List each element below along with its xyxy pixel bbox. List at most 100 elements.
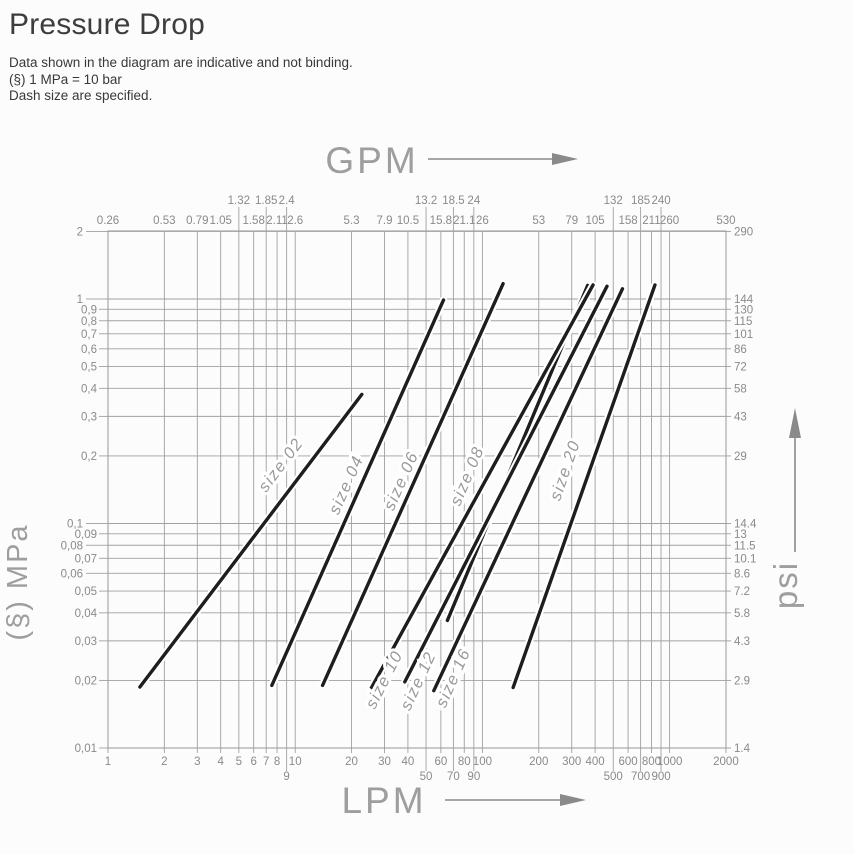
lpm-tick-label: 800 — [642, 756, 661, 768]
note-line: Data shown in the diagram are indicative… — [9, 55, 353, 70]
mpa-axis-title: (§) MPa — [2, 523, 34, 640]
psi-axis-title: psi — [767, 561, 804, 609]
mpa-tick-label: 2 — [77, 226, 83, 238]
mpa-tick-label: 0,3 — [81, 411, 97, 423]
psi-tick-label: 72 — [734, 362, 747, 374]
psi-tick-label: 290 — [734, 226, 753, 238]
lpm-tick-label: 3 — [194, 756, 200, 768]
mpa-tick-label: 0,4 — [81, 383, 98, 395]
mpa-tick-label: 0,02 — [75, 675, 97, 687]
psi-tick-label: 2.9 — [734, 675, 750, 687]
gpm-tick-label: 10.5 — [397, 215, 419, 227]
curve-size-10 — [369, 283, 595, 691]
mpa-tick-label: 0,7 — [81, 329, 97, 341]
axis-title-layer: GPM LPM (§) MPa psi — [2, 140, 804, 821]
lpm-tick-label: 60 — [434, 756, 447, 768]
gpm-tick-label: 158 — [618, 215, 637, 227]
gpm-tick-label: 79 — [565, 215, 578, 227]
lpm-tick-label: 80 — [458, 756, 471, 768]
curve-size-06 — [320, 281, 505, 688]
psi-tick-label: 29 — [734, 451, 747, 463]
psi-tick-label: 11.5 — [734, 540, 756, 552]
mpa-tick-label: 0,2 — [81, 451, 97, 463]
psi-tick-label: 4.3 — [734, 636, 750, 648]
mpa-tick-label: 0,01 — [75, 743, 97, 755]
gpm-tick-label: 18.5 — [442, 195, 464, 207]
curve-size-20 — [511, 283, 657, 690]
tick-label-layer: 1 0.26 2 0.53 3 0.79 4 1.05 5 1.32 6 1.58 7 1.85 8 2.11… — [61, 195, 757, 783]
lpm-tick-label: 900 — [651, 771, 670, 783]
gpm-tick-label: 0.79 — [186, 215, 208, 227]
lpm-tick-label: 4 — [218, 756, 225, 768]
page-title: Pressure Drop — [9, 8, 206, 41]
gpm-tick-label: 211 — [642, 215, 660, 227]
gpm-tick-label: 240 — [651, 195, 670, 207]
lpm-tick-label: 200 — [529, 756, 548, 768]
psi-tick-label: 7.2 — [734, 586, 750, 598]
mpa-tick-label: 0,8 — [81, 316, 97, 328]
psi-tick-label: 1.4 — [734, 743, 751, 755]
psi-tick-label: 13 — [734, 529, 747, 541]
lpm-tick-label: 2000 — [713, 756, 739, 768]
psi-tick-label: 130 — [734, 304, 753, 316]
curve-size-04 — [270, 298, 446, 688]
gpm-tick-label: 2.4 — [279, 195, 296, 207]
grid-layer — [107, 230, 727, 749]
lpm-tick-label: 30 — [378, 756, 391, 768]
gpm-tick-label: 1.85 — [255, 195, 277, 207]
gpm-tick-label: 185 — [631, 195, 650, 207]
psi-tick-label: 43 — [734, 411, 747, 423]
axis-arrow-head — [552, 153, 578, 165]
lpm-tick-label: 5 — [236, 756, 242, 768]
gpm-tick-label: 21.1 — [453, 215, 475, 227]
gpm-tick-label: 26 — [476, 215, 489, 227]
curve-size-02 — [138, 392, 364, 689]
gpm-tick-label: 15.8 — [430, 215, 452, 227]
lpm-tick-label: 300 — [562, 756, 581, 768]
mpa-tick-label: 0,1 — [67, 519, 83, 531]
gpm-tick-label: 2.11 — [266, 215, 288, 227]
psi-tick-label: 14.4 — [734, 519, 757, 531]
mpa-tick-label: 1 — [77, 294, 83, 306]
lpm-tick-label: 20 — [345, 756, 358, 768]
psi-tick-label: 144 — [734, 294, 754, 306]
gpm-tick-label: 0.53 — [153, 215, 175, 227]
gpm-tick-label: 260 — [660, 215, 679, 227]
gpm-tick-label: 5.3 — [344, 215, 360, 227]
gpm-tick-label: 1.05 — [210, 215, 232, 227]
lpm-tick-label: 8 — [274, 756, 280, 768]
lpm-tick-label: 50 — [420, 771, 433, 783]
gpm-tick-label: 53 — [532, 215, 545, 227]
curve-label-size-02: size 02 — [255, 435, 307, 496]
psi-arrow-head — [789, 408, 801, 438]
mpa-tick-label: 0,09 — [75, 529, 97, 541]
lpm-tick-label: 40 — [402, 756, 415, 768]
gpm-tick-label: 1.32 — [228, 195, 250, 207]
psi-tick-label: 101 — [734, 329, 753, 341]
gpm-tick-label: 7.9 — [377, 215, 393, 227]
plot-border — [107, 230, 727, 749]
psi-tick-label: 5.8 — [734, 608, 750, 620]
note-line: Dash size are specified. — [9, 88, 153, 103]
psi-tick-label: 86 — [734, 344, 747, 356]
mpa-tick-label: 0,04 — [75, 608, 98, 620]
chart-header: Pressure Drop Data shown in the diagram … — [9, 8, 353, 105]
gpm-tick-label: 530 — [716, 215, 735, 227]
lpm-tick-label: 1000 — [657, 756, 683, 768]
lpm-tick-label: 600 — [618, 756, 637, 768]
psi-tick-label: 10.1 — [734, 553, 756, 565]
lpm-tick-label: 100 — [473, 756, 492, 768]
gpm-tick-label: 2.6 — [287, 215, 303, 227]
lpm-tick-label: 400 — [586, 756, 605, 768]
mpa-tick-label: 0,06 — [61, 568, 83, 580]
gpm-tick-label: 24 — [467, 195, 480, 207]
curve-layer — [136, 279, 659, 695]
lpm-tick-label: 9 — [283, 771, 289, 783]
lpm-tick-label: 2 — [161, 756, 167, 768]
gpm-tick-label: 132 — [604, 195, 623, 207]
curve-size-12 — [403, 284, 609, 684]
psi-tick-label: 8.6 — [734, 568, 750, 580]
gpm-tick-label: 105 — [586, 215, 605, 227]
gpm-tick-label: 1.58 — [242, 215, 264, 227]
